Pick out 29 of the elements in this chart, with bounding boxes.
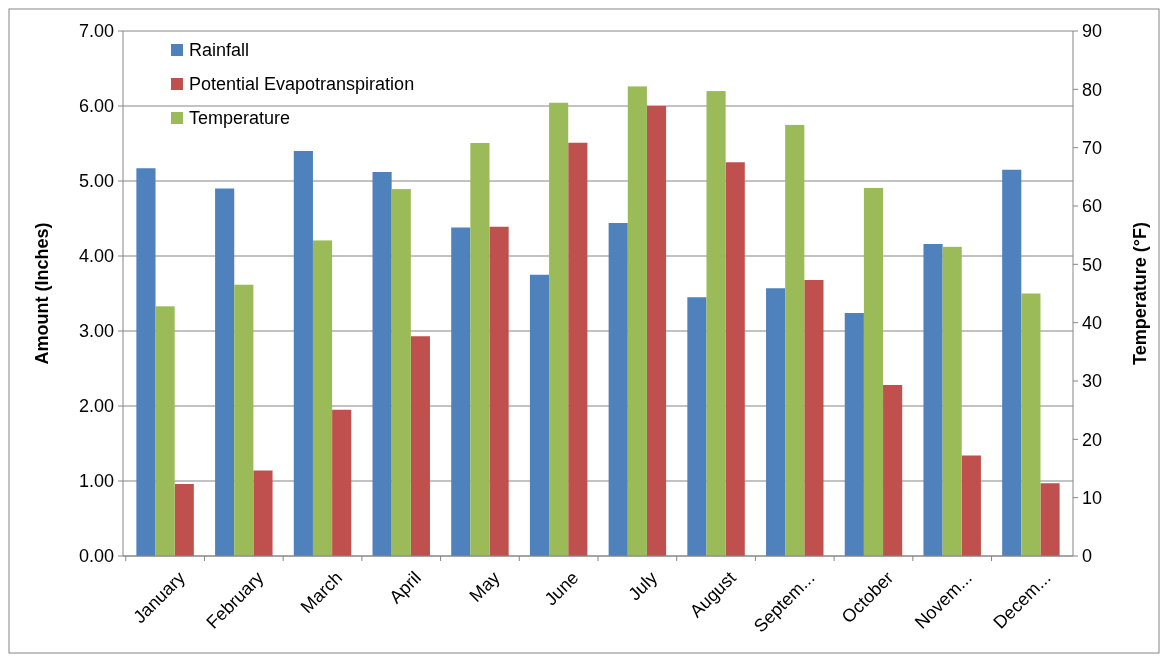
y2-tick-label: 10 [1082,487,1103,508]
y-axis-title: Amount (Inches) [32,222,52,365]
y-tick-label: 1.00 [78,471,114,492]
x-tick-label: May [465,567,504,606]
x-tick-label: July [624,567,662,605]
y2-tick-label: 20 [1082,429,1103,450]
y-tick-label: 4.00 [78,246,114,267]
bar [174,484,194,556]
legend-label: Rainfall [189,40,250,61]
legend-label: Potential Evapotranspiration [189,74,415,95]
bar [961,455,981,556]
legend-label: Temperature [189,108,291,129]
y2-tick-label: 50 [1082,254,1103,275]
y-tick-label: 2.00 [78,396,114,417]
y2-tick-label: 30 [1082,371,1103,392]
y2-tick-label: 60 [1082,196,1103,217]
y-tick-label: 7.00 [78,21,114,42]
y-tick-label: 3.00 [78,321,114,342]
y2-tick-label: 90 [1082,21,1103,42]
y2-tick-label: 80 [1082,79,1103,100]
y2-tick-label: 40 [1082,312,1103,333]
y-tick-label: 6.00 [78,96,114,117]
bar [1040,483,1060,556]
y2-axis-title: Temperature (°F) [1130,222,1150,365]
y2-tick-label: 70 [1082,137,1103,158]
y-tick-label: 5.00 [78,171,114,192]
y2-tick-label: 0 [1082,546,1093,567]
bar [253,470,273,556]
y-tick-label: 0.00 [78,546,114,567]
